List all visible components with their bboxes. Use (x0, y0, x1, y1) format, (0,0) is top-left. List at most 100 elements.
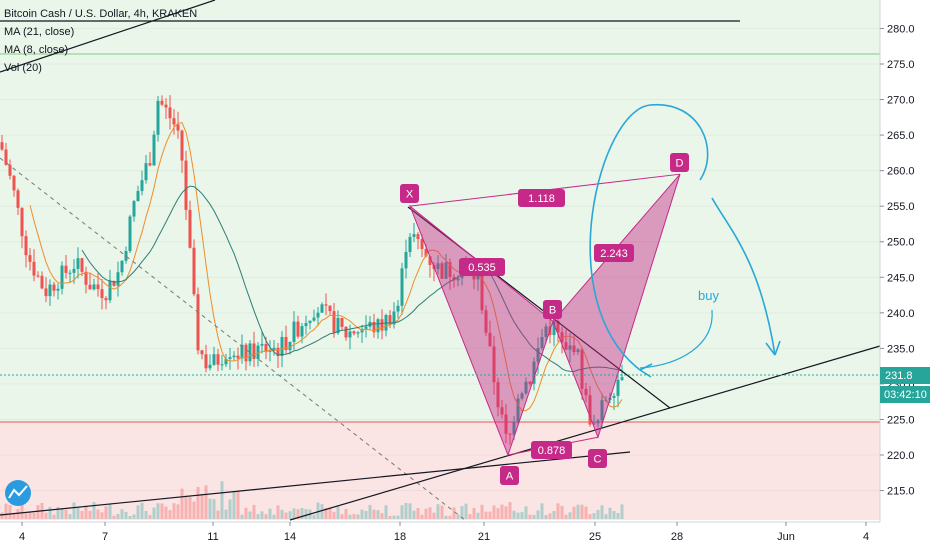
volume-bar (536, 510, 540, 519)
volume-bar (416, 507, 420, 519)
candle-body (304, 323, 308, 327)
volume-bar (604, 514, 608, 519)
candle-body (84, 271, 88, 285)
candle-body (200, 350, 204, 355)
x-tick-label: Jun (777, 531, 795, 543)
candle-body (440, 263, 444, 279)
candle-body (256, 345, 260, 359)
volume-bar (616, 512, 620, 519)
volume-bar (264, 514, 268, 519)
candle-body (144, 163, 148, 181)
volume-bar (432, 512, 436, 519)
volume-bar (596, 509, 600, 519)
candle-body (216, 354, 220, 365)
candle-body (228, 357, 232, 359)
volume-bar (160, 503, 164, 519)
volume-bar (612, 511, 616, 519)
x-tick-label: 14 (284, 531, 296, 543)
volume-bar (312, 514, 316, 519)
volume-bar (588, 514, 592, 519)
candle-body (284, 336, 288, 351)
annotation-down-arrowhead (765, 340, 781, 356)
volume-bar (364, 510, 368, 519)
candle-body (188, 209, 192, 248)
point-label-d: D (676, 158, 684, 170)
volume-bar (236, 491, 240, 519)
candle-body (568, 345, 572, 350)
topleft-trend-line (0, 0, 216, 73)
candle-body (308, 320, 312, 324)
volume-bar (552, 511, 556, 519)
candle-body (32, 261, 36, 276)
candle-body (112, 280, 116, 286)
candle-body (184, 160, 188, 210)
candle-body (552, 320, 556, 336)
volume-bar (464, 503, 468, 519)
candle-body (40, 275, 44, 289)
point-label-c: C (594, 454, 602, 466)
candle-body (108, 280, 112, 301)
volume-bar (568, 512, 572, 519)
volume-bar (408, 503, 412, 519)
candle-body (268, 350, 272, 352)
volume-bar (368, 505, 372, 519)
candle-body (352, 331, 356, 334)
candle-body (544, 326, 548, 337)
candle-body (584, 388, 588, 396)
volume-bar (184, 495, 188, 519)
ratio-label: 0.535 (468, 262, 496, 274)
candle-body (232, 355, 236, 358)
volume-bar (500, 504, 504, 519)
point-badge-d (670, 153, 689, 172)
volume-bar (60, 509, 64, 519)
legend-vol: Vol (20) (4, 62, 42, 74)
volume-bar (188, 496, 192, 519)
volume-bar (148, 515, 152, 519)
price-axis (880, 0, 932, 550)
tradingview-logo-mark (8, 485, 28, 499)
volume-bar (344, 509, 348, 519)
candle-body (508, 433, 512, 435)
buy-annotation: buy (698, 288, 719, 303)
y-tick-label: 220.0 (887, 450, 915, 462)
candle-body (372, 321, 376, 333)
volume-bar (412, 510, 416, 519)
volume-bar (100, 512, 104, 519)
candle-body (348, 331, 352, 338)
candle-body (152, 134, 156, 166)
volume-bar (592, 513, 596, 519)
candle-body (576, 349, 580, 353)
candle-body (408, 236, 412, 253)
candle-body (480, 271, 484, 311)
volume-bar (544, 515, 548, 519)
volume-bar (200, 493, 204, 519)
descending-trend-line (407, 206, 671, 409)
volume-bar (4, 503, 8, 519)
volume-bar (64, 509, 68, 519)
volume-bar (492, 505, 496, 519)
y-tick-label: 265.0 (887, 130, 915, 142)
volume-bar (556, 503, 560, 519)
candle-body (292, 321, 296, 342)
candle-body (0, 142, 4, 150)
volume-bar (140, 502, 144, 519)
candle-body (76, 258, 80, 269)
y-tick-label: 280.0 (887, 23, 915, 35)
candle-body (244, 344, 248, 362)
candle-body (316, 312, 320, 318)
legend: Bitcoin Cash / U.S. Dollar, 4h, KRAKEN M… (4, 5, 197, 77)
candle-body (60, 265, 64, 289)
candle-body (296, 321, 300, 337)
candle-body (424, 249, 428, 257)
volume-bar (496, 508, 500, 519)
candle-body (248, 343, 252, 362)
candle-body (80, 258, 84, 272)
x-tick-label: 21 (478, 531, 490, 543)
volume-bar (512, 510, 516, 519)
volume-bar (600, 505, 604, 519)
chart-title: Bitcoin Cash / U.S. Dollar, 4h, KRAKEN (4, 8, 198, 20)
candle-body (488, 332, 492, 347)
volume-bar (520, 512, 524, 519)
